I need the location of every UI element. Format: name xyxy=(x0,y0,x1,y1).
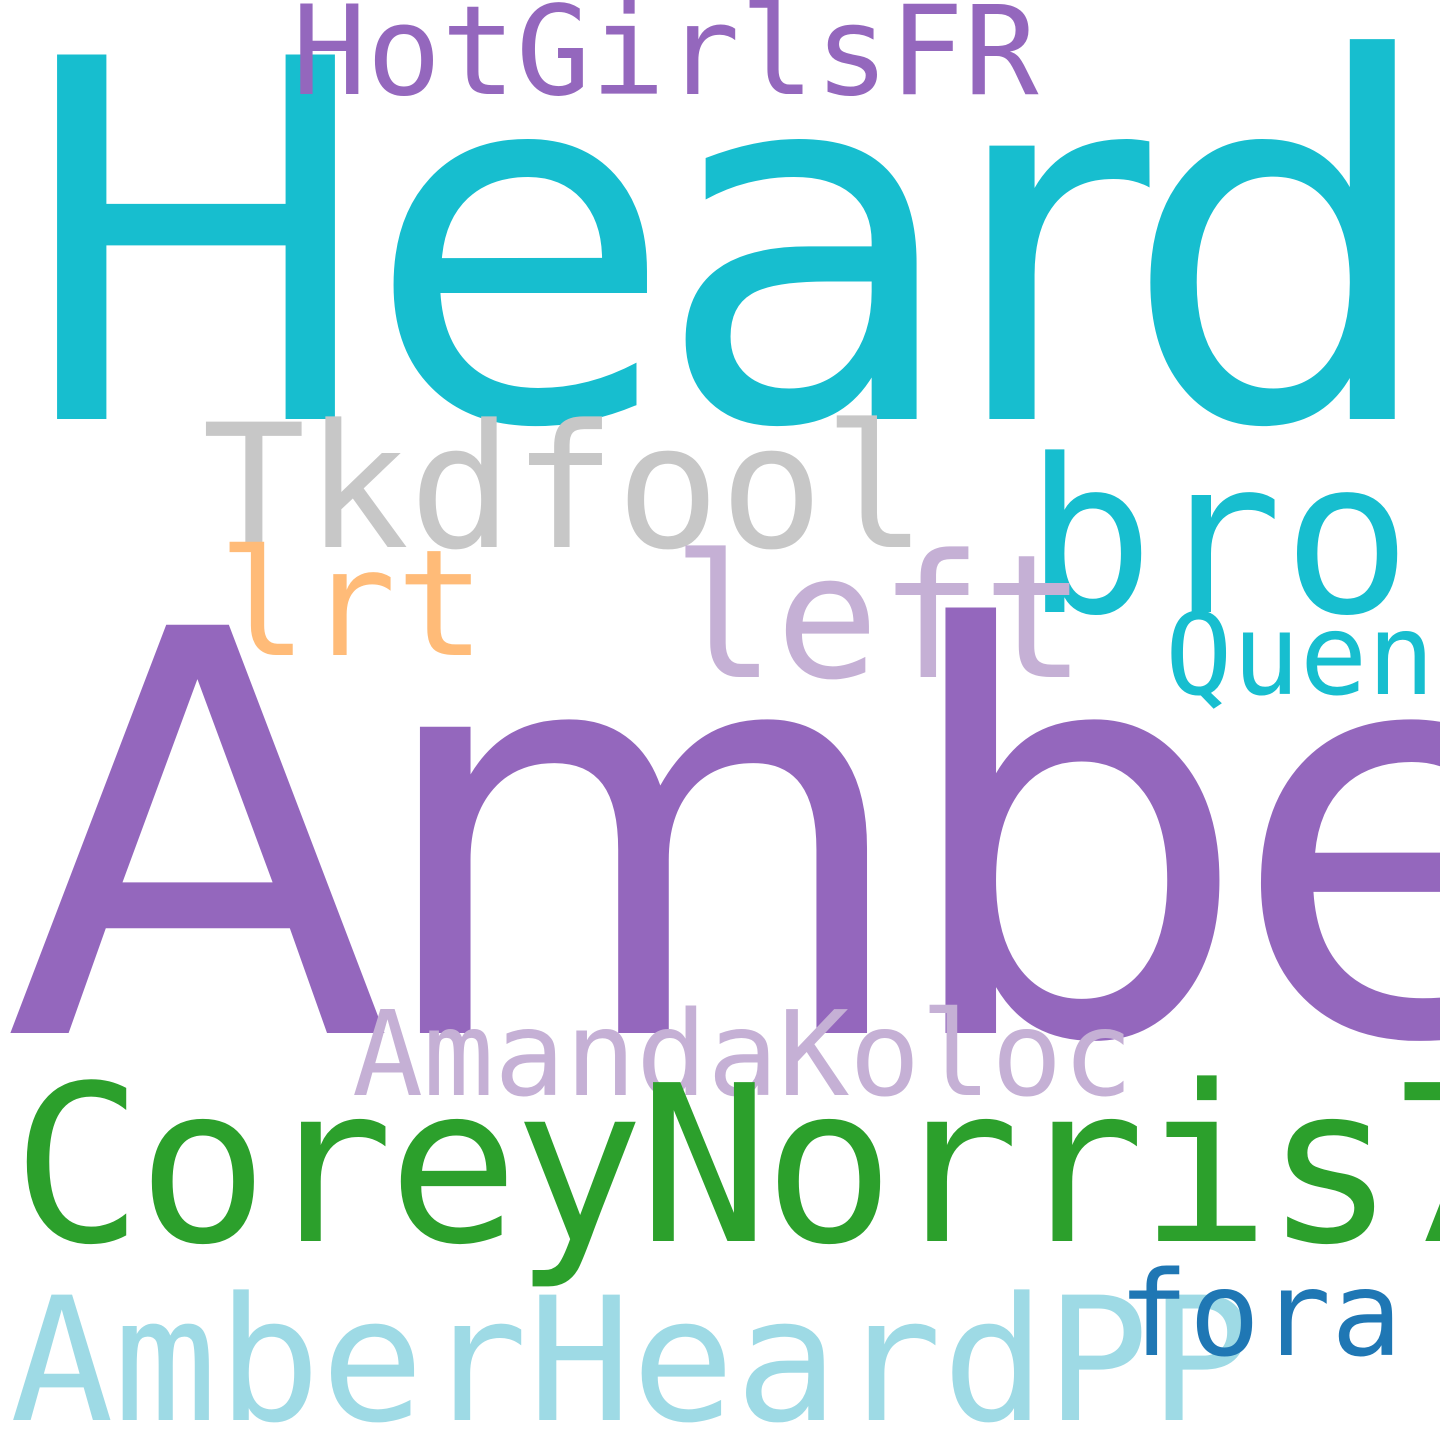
word-amandakoloc: AmandaKoloc xyxy=(352,985,1134,1123)
word-fora: fora xyxy=(1118,1245,1403,1383)
word-quen: Quen xyxy=(1165,591,1435,721)
word-amber: Amber xyxy=(6,514,1440,1166)
word-left: left xyxy=(672,517,1087,718)
word-tkdfool: Tkdfool xyxy=(202,387,927,588)
word-lrt: lrt xyxy=(218,518,486,690)
word-coreynorris7: CoreyNorris7 xyxy=(12,1040,1440,1293)
word-amberheardpp: AmberHeardPP xyxy=(10,1260,1253,1440)
word-bro: bro xyxy=(1025,414,1412,663)
word-hotgirlsfr: HotGirlsFR xyxy=(292,0,1039,124)
word-heard: Heard xyxy=(8,0,1440,537)
